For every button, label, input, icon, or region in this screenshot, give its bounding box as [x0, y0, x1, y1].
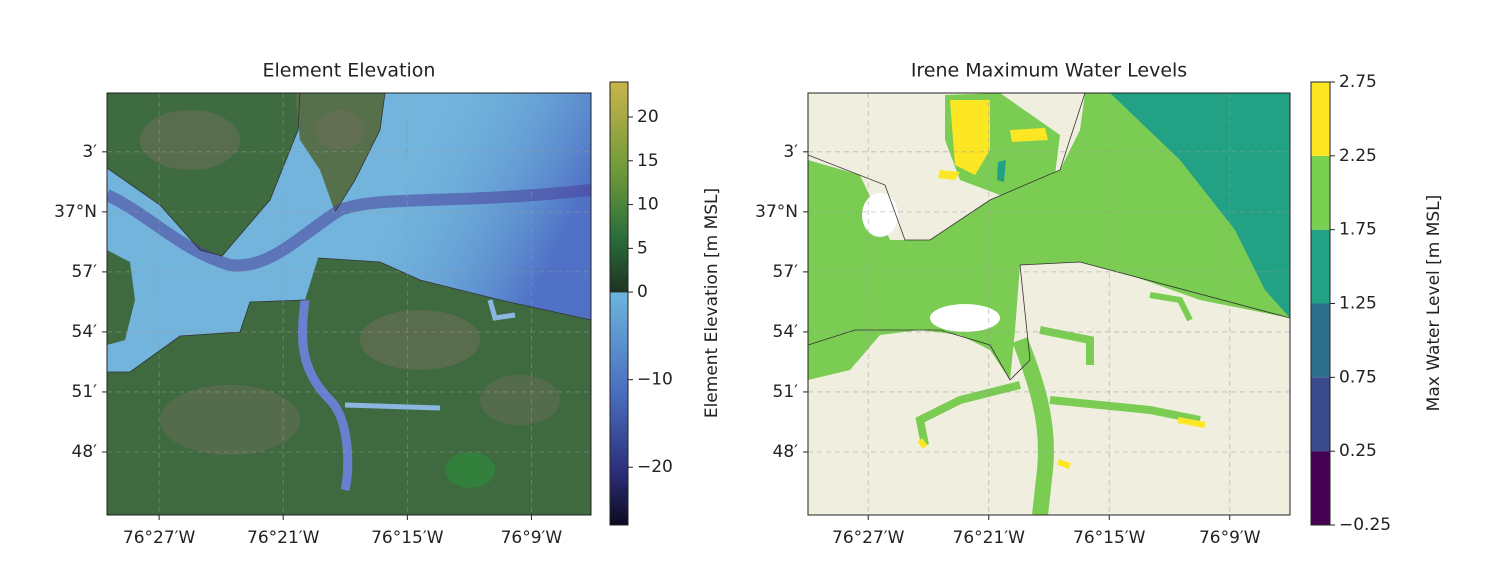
y-tick-label: 3′ — [783, 142, 798, 162]
x-tick-label: 76°15′W — [371, 528, 444, 548]
x-tick-label: 76°9′W — [1199, 528, 1261, 548]
colorbar-band — [1311, 303, 1330, 378]
axes-frame — [807, 92, 1291, 516]
colorbar-tick-label: 10 — [637, 195, 659, 215]
panel-title: Element Elevation — [263, 60, 436, 82]
colorbar-tick-label: 2.75 — [1339, 72, 1377, 92]
colorbar-tick-label: 0 — [637, 282, 648, 302]
x-tick-label: 76°27′W — [123, 528, 196, 548]
colorbar-frame — [609, 81, 629, 526]
x-tick-label: 76°27′W — [832, 528, 905, 548]
colorbar-band — [1311, 155, 1330, 230]
y-tick-label: 37°N — [54, 202, 97, 222]
y-tick-label: 48′ — [773, 442, 799, 462]
y-tick-label: 37°N — [755, 202, 798, 222]
y-tick-label: 51′ — [773, 382, 799, 402]
colorbar-gradient — [610, 82, 628, 525]
y-tick-label: 57′ — [72, 262, 98, 282]
colorbar-tick-label: 0.25 — [1339, 441, 1377, 461]
y-tick-label: 57′ — [773, 262, 799, 282]
y-tick-label: 54′ — [773, 322, 799, 342]
colorbar-tick-label: 1.25 — [1339, 294, 1377, 314]
colorbar-label: Max Water Level [m MSL] — [1424, 195, 1444, 412]
colorbar-tick-label: 2.25 — [1339, 146, 1377, 166]
y-tick-label: 54′ — [72, 322, 98, 342]
y-tick-label: 48′ — [72, 442, 98, 462]
axes-frame — [106, 92, 592, 516]
colorbar-label: Element Elevation [m MSL] — [702, 188, 722, 418]
y-tick-label: 3′ — [82, 142, 97, 162]
colorbar-tick-label: 15 — [637, 151, 659, 171]
colorbar-tick-label: 5 — [637, 238, 648, 258]
colorbar-band — [1311, 82, 1330, 156]
colorbar-tick-label: −0.25 — [1339, 515, 1391, 535]
y-tick-label: 51′ — [72, 382, 98, 402]
water-level-map — [808, 93, 1290, 515]
colorbar-tick-label: 20 — [637, 107, 659, 127]
colorbar-tick-label: 1.75 — [1339, 220, 1377, 240]
panel-title: Irene Maximum Water Levels — [911, 60, 1187, 82]
colorbar-tick-label: −10 — [637, 370, 673, 390]
colorbar-band — [1311, 229, 1330, 304]
x-tick-label: 76°21′W — [953, 528, 1026, 548]
colorbar-tick-label: 0.75 — [1339, 367, 1377, 387]
x-tick-label: 76°9′W — [501, 528, 563, 548]
colorbar-band — [1311, 377, 1330, 452]
colorbar-band — [1311, 451, 1330, 525]
x-tick-label: 76°15′W — [1073, 528, 1146, 548]
colorbar-tick-label: −20 — [637, 457, 673, 477]
x-tick-label: 76°21′W — [247, 528, 320, 548]
elevation-map — [107, 93, 591, 515]
